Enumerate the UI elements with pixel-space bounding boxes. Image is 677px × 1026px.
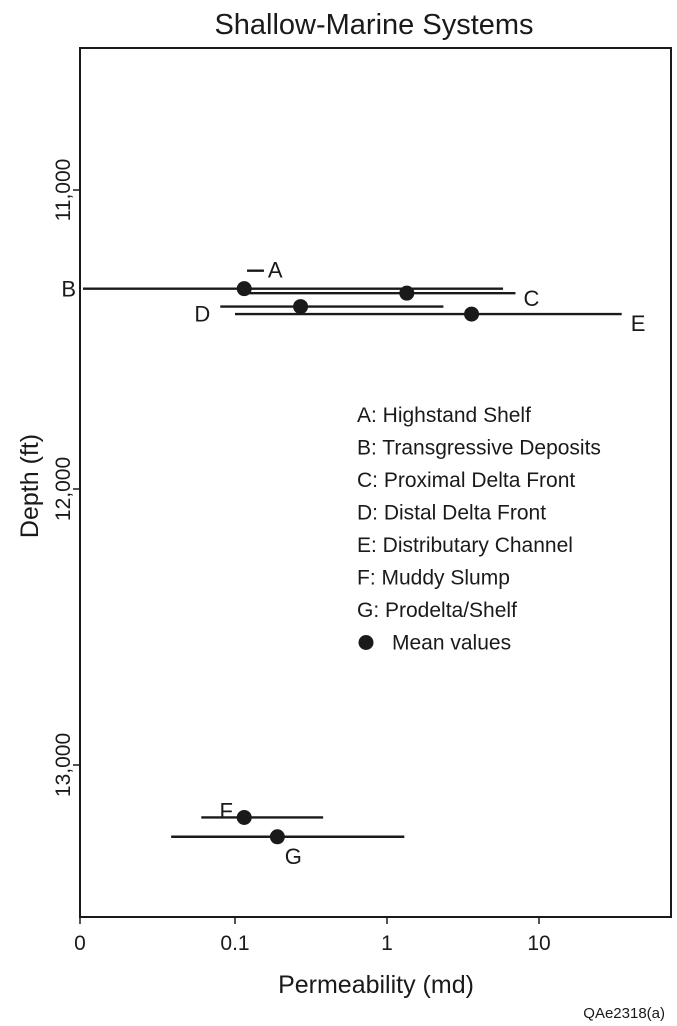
series-tag-c: C bbox=[523, 286, 539, 311]
mean-dot-d bbox=[293, 299, 309, 315]
x-axis: 0 0.1 1 10 bbox=[74, 917, 551, 955]
legend-item: C: Proximal Delta Front bbox=[357, 469, 575, 492]
legend-item: E: Distributary Channel bbox=[357, 534, 573, 557]
y-tick-label: 12,000 bbox=[52, 457, 75, 521]
legend-item: F: Muddy Slump bbox=[357, 567, 510, 590]
legend-item: D: Distal Delta Front bbox=[357, 502, 546, 525]
x-tick-label: 0 bbox=[74, 932, 86, 955]
series-tag-e: E bbox=[631, 311, 646, 336]
mean-dot-g bbox=[269, 829, 285, 845]
legend-item: G: Prodelta/Shelf bbox=[357, 599, 517, 622]
x-tick-label: 10 bbox=[527, 932, 550, 955]
legend-dot-marker bbox=[358, 635, 374, 650]
mean-dot-e bbox=[464, 306, 480, 322]
legend-item: B: Transgressive Deposits bbox=[357, 437, 601, 460]
y-axis: 11,000 12,000 13,000 bbox=[52, 159, 80, 797]
legend-item: Mean values bbox=[392, 632, 511, 655]
series-tag-g: G bbox=[285, 844, 302, 869]
chart-title: Shallow-Marine Systems bbox=[214, 9, 533, 41]
x-tick-label: 1 bbox=[381, 932, 393, 955]
series-tag-a: A bbox=[268, 258, 283, 283]
y-axis-label: Depth (ft) bbox=[16, 434, 44, 538]
figure-id: QAe2318(a) bbox=[583, 1005, 665, 1022]
y-tick-label: 13,000 bbox=[52, 733, 75, 797]
series-tag-f: F bbox=[220, 798, 233, 823]
series-group: A B C D E F G bbox=[61, 258, 645, 869]
y-tick-label: 11,000 bbox=[52, 159, 75, 222]
series-tag-b: B bbox=[61, 277, 76, 302]
mean-dot-c bbox=[399, 285, 415, 301]
legend: A: Highstand Shelf B: Transgressive Depos… bbox=[357, 404, 601, 655]
series-tag-d: D bbox=[194, 302, 210, 327]
mean-dot-f bbox=[236, 809, 252, 825]
legend-item: A: Highstand Shelf bbox=[357, 404, 531, 427]
x-axis-label: Permeability (md) bbox=[278, 971, 474, 999]
x-tick-label: 0.1 bbox=[220, 932, 249, 955]
plot-frame bbox=[79, 47, 672, 918]
